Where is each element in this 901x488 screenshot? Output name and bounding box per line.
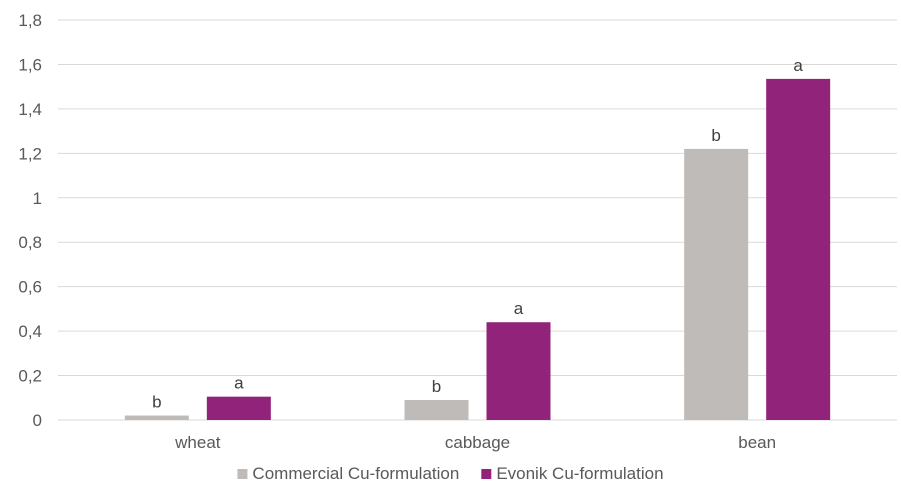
y-tick-label: 0	[33, 411, 42, 430]
y-tick-label: 1,4	[18, 100, 42, 119]
bar	[124, 415, 189, 420]
bar	[404, 400, 469, 420]
legend-label: Evonik Cu-formulation	[496, 464, 663, 483]
significance-label: b	[152, 393, 161, 412]
x-category-label: bean	[738, 433, 776, 452]
significance-label: a	[793, 56, 803, 75]
x-axis-category-labels: wheat cabbage bean	[174, 433, 776, 452]
significance-label: b	[432, 377, 441, 396]
bar	[206, 396, 271, 420]
significance-label: a	[514, 299, 524, 318]
y-tick-label: 0,6	[18, 278, 42, 297]
legend-swatch	[237, 469, 248, 479]
legend-label: Commercial Cu-formulation	[252, 464, 459, 483]
y-tick-label: 1,6	[18, 55, 42, 74]
significance-labels: b a b a b a	[152, 56, 803, 412]
legend: Commercial Cu-formulation Evonik Cu-formu…	[237, 464, 664, 483]
gridlines	[58, 19, 897, 421]
significance-label: b	[711, 126, 720, 145]
x-category-label: wheat	[174, 433, 221, 452]
significance-label: a	[234, 374, 244, 393]
y-tick-label: 0,4	[18, 322, 42, 341]
bars	[124, 78, 831, 420]
bar	[684, 148, 749, 420]
y-tick-label: 1,8	[18, 11, 42, 30]
y-tick-label: 1	[33, 189, 42, 208]
bar	[486, 322, 551, 420]
legend-swatch	[481, 469, 492, 479]
y-axis-tick-labels: 0 0,2 0,4 0,6 0,8 1 1,2 1,4 1,6 1,8	[18, 11, 42, 430]
y-tick-label: 0,8	[18, 233, 42, 252]
bar	[766, 78, 831, 420]
x-category-label: cabbage	[445, 433, 510, 452]
y-tick-label: 1,2	[18, 144, 42, 163]
y-tick-label: 0,2	[18, 367, 42, 386]
